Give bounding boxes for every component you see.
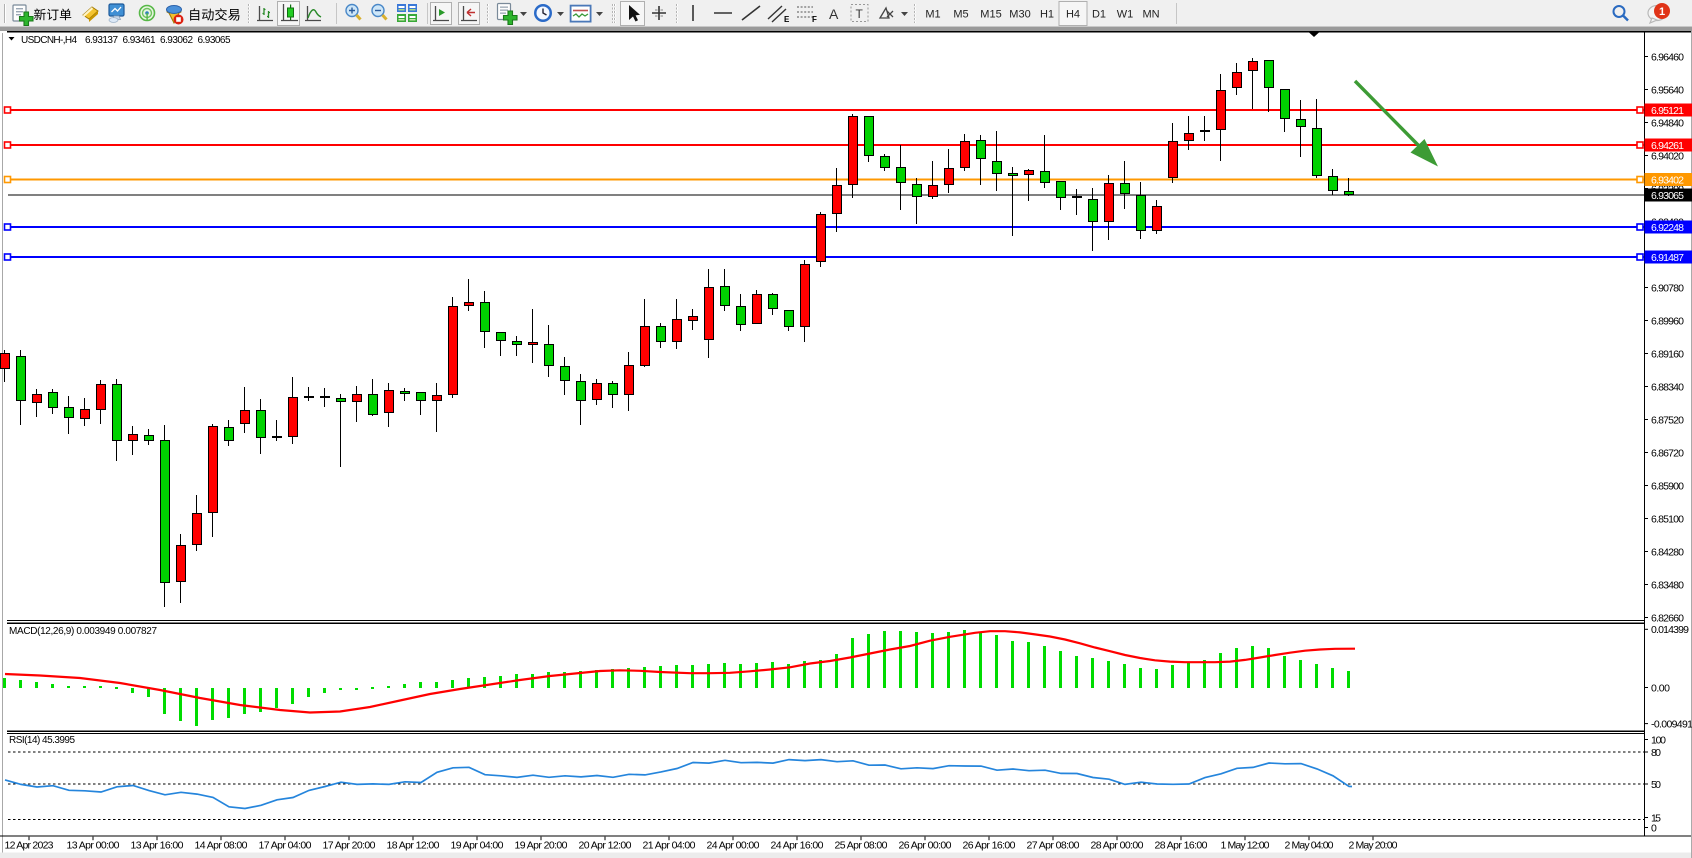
svg-text:F: F [812, 15, 817, 24]
svg-text:1: 1 [1659, 6, 1665, 18]
svg-text:H4: H4 [1066, 9, 1080, 21]
svg-text:D1: D1 [1092, 9, 1106, 21]
svg-text:19 Apr 20:00: 19 Apr 20:00 [515, 840, 568, 852]
svg-text:6.94020: 6.94020 [1651, 150, 1684, 162]
svg-text:13 Apr 16:00: 13 Apr 16:00 [131, 840, 184, 852]
svg-text:6.93461: 6.93461 [123, 35, 156, 46]
svg-text:24 Apr 16:00: 24 Apr 16:00 [771, 840, 824, 852]
svg-text:2 May 04:00: 2 May 04:00 [1285, 840, 1334, 852]
svg-text:80: 80 [1651, 747, 1661, 759]
svg-text:6.93065: 6.93065 [1651, 190, 1684, 202]
svg-text:6.85900: 6.85900 [1651, 480, 1684, 492]
svg-text:18 Apr 12:00: 18 Apr 12:00 [387, 840, 440, 852]
svg-text:24 Apr 00:00: 24 Apr 00:00 [707, 840, 760, 852]
svg-text:14 Apr 08:00: 14 Apr 08:00 [195, 840, 248, 852]
svg-text:100: 100 [1651, 734, 1666, 746]
svg-text:20 Apr 12:00: 20 Apr 12:00 [579, 840, 632, 852]
svg-text:28 Apr 00:00: 28 Apr 00:00 [1091, 840, 1144, 852]
svg-text:USDCNH-,H4: USDCNH-,H4 [21, 35, 77, 46]
svg-text:6.93065: 6.93065 [198, 35, 231, 46]
svg-text:6.90780: 6.90780 [1651, 282, 1684, 294]
svg-text:50: 50 [1651, 779, 1661, 791]
svg-text:6.94261: 6.94261 [1651, 140, 1684, 152]
svg-text:RSI(14) 45.3995: RSI(14) 45.3995 [9, 735, 75, 746]
svg-text:0.014399: 0.014399 [1651, 624, 1689, 636]
svg-text:1 May 12:00: 1 May 12:00 [1221, 840, 1270, 852]
svg-text:0: 0 [1651, 822, 1657, 834]
svg-text:M30: M30 [1009, 9, 1030, 21]
svg-text:27 Apr 08:00: 27 Apr 08:00 [1027, 840, 1080, 852]
svg-text:E: E [784, 15, 790, 24]
svg-text:6.94840: 6.94840 [1651, 117, 1684, 129]
svg-text:6.84280: 6.84280 [1651, 546, 1684, 558]
svg-text:6.86720: 6.86720 [1651, 447, 1684, 459]
svg-text:MN: MN [1142, 9, 1159, 21]
svg-text:6.91487: 6.91487 [1651, 252, 1684, 264]
svg-text:6.93062: 6.93062 [160, 35, 193, 46]
svg-text:6.92248: 6.92248 [1651, 222, 1684, 234]
svg-text:28 Apr 16:00: 28 Apr 16:00 [1155, 840, 1208, 852]
svg-text:M1: M1 [925, 9, 940, 21]
svg-text:17 Apr 20:00: 17 Apr 20:00 [323, 840, 376, 852]
svg-text:6.89160: 6.89160 [1651, 348, 1684, 360]
svg-text:6.95121: 6.95121 [1651, 105, 1684, 117]
svg-text:6.93402: 6.93402 [1651, 174, 1684, 186]
svg-text:A: A [829, 6, 839, 22]
svg-text:2 May 20:00: 2 May 20:00 [1349, 840, 1398, 852]
svg-text:0.00: 0.00 [1651, 682, 1670, 694]
svg-text:6.83480: 6.83480 [1651, 579, 1684, 591]
svg-text:-0.009491: -0.009491 [1651, 718, 1692, 730]
svg-text:17 Apr 04:00: 17 Apr 04:00 [259, 840, 312, 852]
svg-text:15: 15 [1651, 812, 1661, 824]
svg-text:W1: W1 [1117, 9, 1134, 21]
svg-text:6.89960: 6.89960 [1651, 315, 1684, 327]
svg-text:H1: H1 [1040, 9, 1054, 21]
svg-text:12 Apr 2023: 12 Apr 2023 [5, 840, 54, 852]
svg-text:21 Apr 04:00: 21 Apr 04:00 [643, 840, 696, 852]
svg-text:26 Apr 16:00: 26 Apr 16:00 [963, 840, 1016, 852]
svg-text:6.82660: 6.82660 [1651, 612, 1684, 624]
svg-text:6.87520: 6.87520 [1651, 414, 1684, 426]
svg-text:13 Apr 00:00: 13 Apr 00:00 [67, 840, 120, 852]
svg-text:M15: M15 [980, 9, 1001, 21]
svg-text:6.96460: 6.96460 [1651, 51, 1684, 63]
svg-text:T: T [856, 7, 864, 21]
svg-text:6.85100: 6.85100 [1651, 513, 1684, 525]
svg-text:6.88340: 6.88340 [1651, 381, 1684, 393]
svg-text:25 Apr 08:00: 25 Apr 08:00 [835, 840, 888, 852]
svg-text:M5: M5 [953, 9, 968, 21]
svg-text:6.93137: 6.93137 [85, 35, 118, 46]
svg-text:19 Apr 04:00: 19 Apr 04:00 [451, 840, 504, 852]
svg-text:6.95640: 6.95640 [1651, 84, 1684, 96]
svg-text:26 Apr 00:00: 26 Apr 00:00 [899, 840, 952, 852]
svg-text:MACD(12,26,9) 0.003949 0.00782: MACD(12,26,9) 0.003949 0.007827 [9, 626, 157, 637]
